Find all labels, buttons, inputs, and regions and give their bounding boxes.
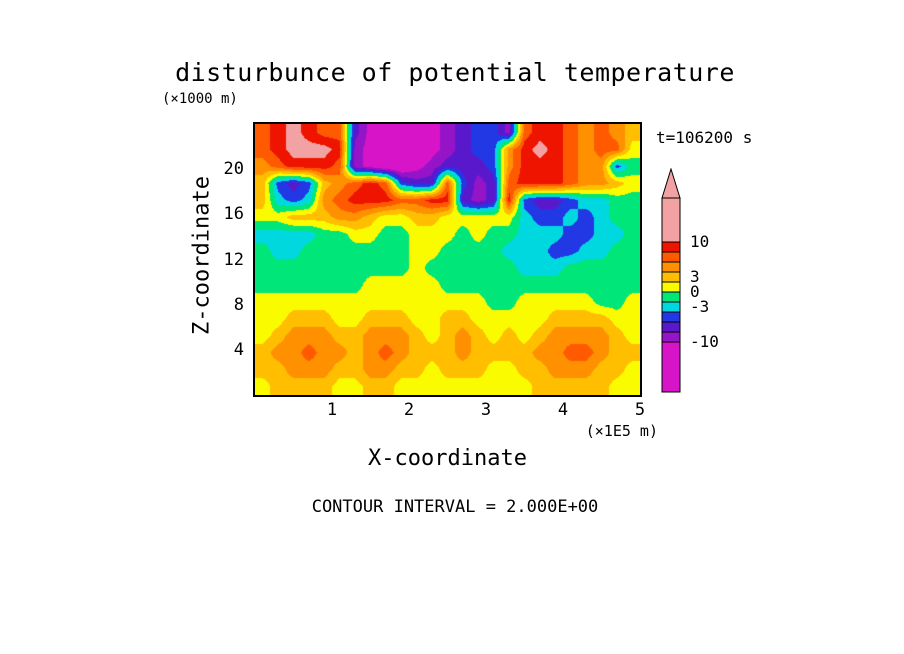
- colorbar-segment: [661, 341, 681, 393]
- colorbar-tick-label: 3: [690, 267, 700, 286]
- colorbar-segment: [661, 197, 681, 243]
- y-tick-label: 4: [233, 339, 244, 360]
- contour-plot-frame: [253, 122, 642, 397]
- contour-interval-note: CONTOUR INTERVAL = 2.000E+00: [311, 497, 599, 517]
- colorbar-segment: [661, 311, 681, 323]
- colorbar-segment: [661, 241, 681, 253]
- time-label: t=106200 s: [656, 128, 753, 147]
- colorbar-segment: [661, 251, 681, 263]
- contour-plot-canvas: [255, 124, 640, 395]
- x-tick-label: 3: [480, 400, 492, 420]
- y-tick-label: 12: [223, 249, 244, 270]
- colorbar-segment: [661, 291, 681, 303]
- x-tick-label: 2: [403, 400, 415, 420]
- colorbar-arrow: [661, 168, 681, 199]
- x-axis-unit-label: (×1E5 m): [585, 422, 658, 440]
- colorbar-segment: [661, 331, 681, 343]
- chart-title: disturbunce of potential temperature: [175, 58, 735, 87]
- y-axis-unit-label: (×1000 m): [162, 91, 238, 107]
- colorbar-segment: [661, 261, 681, 273]
- colorbar-tick-label: -10: [690, 332, 719, 351]
- x-axis-tick-labels: 1 2 3 4 5: [255, 400, 645, 422]
- y-tick-label: 16: [223, 204, 244, 225]
- colorbar-tick-label: 0: [690, 282, 700, 301]
- y-axis-tick-labels: 4 8 12 16 20: [200, 124, 244, 395]
- colorbar-segment: [661, 281, 681, 293]
- x-axis-title: X-coordinate: [368, 446, 527, 471]
- x-tick-label: 4: [557, 400, 569, 420]
- colorbar-segment: [661, 271, 681, 283]
- colorbar-tick-label: -3: [690, 297, 710, 316]
- y-tick-label: 8: [233, 294, 244, 315]
- x-tick-label: 5: [634, 400, 646, 420]
- y-tick-label: 20: [223, 159, 244, 180]
- colorbar-segment: [661, 321, 681, 333]
- colorbar-segment: [661, 301, 681, 313]
- colorbar: [661, 168, 681, 393]
- colorbar-tick-label: 10: [690, 232, 710, 251]
- x-tick-label: 1: [326, 400, 338, 420]
